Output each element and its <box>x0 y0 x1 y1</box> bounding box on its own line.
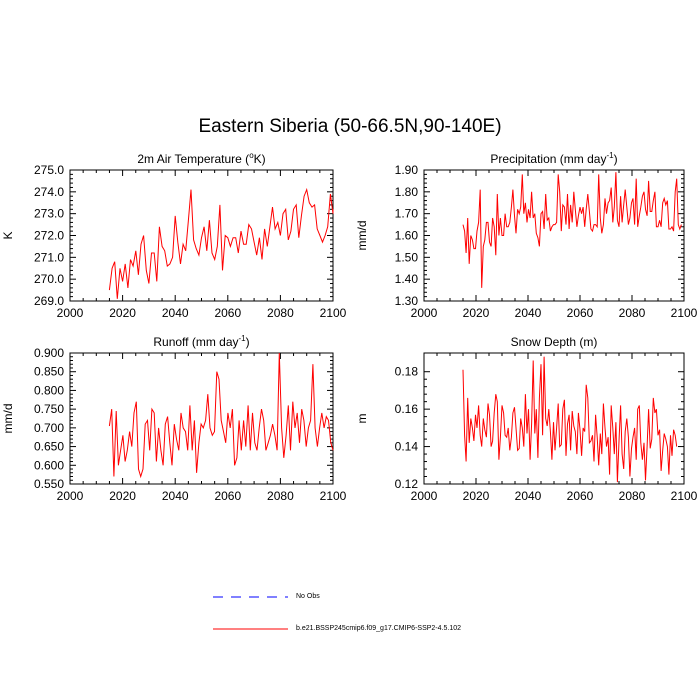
precipitation-xtick-label: 2060 <box>567 306 594 320</box>
snow-depth-xtick-label: 2080 <box>619 489 646 503</box>
snow-depth-xtick-label: 2060 <box>567 489 594 503</box>
air-temperature-ytick-label: 272.0 <box>34 229 64 243</box>
runoff-xtick-label: 2060 <box>214 489 241 503</box>
runoff-ytick-label: 0.750 <box>34 402 64 416</box>
precipitation-ytick-label: 1.80 <box>395 185 419 199</box>
air-temperature-xtick-label: 2000 <box>57 306 84 320</box>
runoff-xtick-label: 2000 <box>57 489 84 503</box>
snow-depth-ytick-label: 0.12 <box>395 477 419 491</box>
snow-depth-xtick-label: 2040 <box>515 489 542 503</box>
air-temperature-ytick-label: 274.0 <box>34 185 64 199</box>
runoff-xtick-label: 2020 <box>109 489 136 503</box>
precipitation-ylabel: mm/d <box>355 221 369 251</box>
panel-snow-depth: Snow Depth (m) m 2000 2020 2040 2060 2080 2100 0… <box>355 335 698 503</box>
runoff-ytick-label: 0.700 <box>34 421 64 435</box>
snow-depth-xtick-label: 2000 <box>411 489 438 503</box>
air-temperature-ylabel: K <box>1 231 15 239</box>
runoff-ytick-label: 0.800 <box>34 383 64 397</box>
runoff-ytick-label: 0.550 <box>34 477 64 491</box>
precipitation-ytick-label: 1.50 <box>395 250 419 264</box>
air-temperature-ytick-label: 271.0 <box>34 250 64 264</box>
panel-precipitation: Precipitation (mm day-1) mm/d 2000 2020 2040… <box>355 151 698 320</box>
precipitation-ytick-label: 1.60 <box>395 229 419 243</box>
precipitation-xtick-label: 2080 <box>619 306 646 320</box>
air-temperature-ytick-label: 270.0 <box>34 272 64 286</box>
runoff-title: Runoff (mm day-1) <box>153 334 249 349</box>
precipitation-xtick-label: 2100 <box>671 306 698 320</box>
precipitation-frame <box>423 169 685 302</box>
air-temperature-xtick-label: 2020 <box>109 306 136 320</box>
runoff-xtick-label: 2100 <box>320 489 347 503</box>
air-temperature-xtick-label: 2100 <box>320 306 347 320</box>
air-temperature-ytick-label: 275.0 <box>34 163 64 177</box>
runoff-model-line <box>108 352 334 479</box>
precipitation-ytick-label: 1.30 <box>395 294 419 308</box>
air-temperature-xtick-label: 2040 <box>162 306 189 320</box>
runoff-ytick-label: 0.650 <box>34 440 64 454</box>
air-temperature-title: 2m Air Temperature (oK) <box>137 151 265 166</box>
precipitation-ytick-label: 1.40 <box>395 272 419 286</box>
air-temperature-ytick-label: 269.0 <box>34 294 64 308</box>
air-temperature-model-line <box>108 187 334 299</box>
legend <box>213 596 288 630</box>
snow-depth-title: Snow Depth (m) <box>511 335 598 349</box>
precipitation-xtick-label: 2000 <box>411 306 438 320</box>
snow-depth-xtick-label: 2020 <box>463 489 490 503</box>
legend-obs-label: No Obs <box>296 593 320 600</box>
snow-depth-ytick-label: 0.18 <box>395 365 419 379</box>
precipitation-title: Precipitation (mm day-1) <box>490 151 617 166</box>
precipitation-model-line <box>462 172 682 288</box>
snow-depth-ytick-label: 0.14 <box>395 440 419 454</box>
runoff-ytick-label: 0.850 <box>34 365 64 379</box>
snow-depth-ytick-label: 0.16 <box>395 402 419 416</box>
precipitation-xtick-label: 2020 <box>463 306 490 320</box>
air-temperature-xtick-label: 2080 <box>267 306 294 320</box>
runoff-xtick-label: 2080 <box>267 489 294 503</box>
air-temperature-frame <box>69 169 334 302</box>
precipitation-ytick-label: 1.70 <box>395 207 419 221</box>
page-title: Eastern Siberia (50-66.5N,90-140E) <box>198 116 502 137</box>
runoff-ytick-label: 0.600 <box>34 458 64 472</box>
runoff-xtick-label: 2040 <box>162 489 189 503</box>
panel-air-temperature: 2m Air Temperature (oK) K 2000 2020 2040 2060… <box>1 151 347 320</box>
precipitation-ytick-label: 1.90 <box>395 163 419 177</box>
air-temperature-xtick-label: 2060 <box>214 306 241 320</box>
snow-depth-ylabel: m <box>355 414 369 424</box>
runoff-frame <box>69 352 334 485</box>
precipitation-xtick-label: 2040 <box>515 306 542 320</box>
snow-depth-model-line <box>462 356 678 483</box>
panel-runoff: Runoff (mm day-1) mm/d 2000 2020 2040 2060 208… <box>1 334 347 503</box>
legend-model-label: b.e21.BSSP245cmip6.f09_g17.CMIP6-SSP2-4.… <box>296 625 461 632</box>
runoff-ylabel: mm/d <box>1 404 15 434</box>
snow-depth-xtick-label: 2100 <box>671 489 698 503</box>
air-temperature-ytick-label: 273.0 <box>34 207 64 221</box>
runoff-ytick-label: 0.900 <box>34 346 64 360</box>
